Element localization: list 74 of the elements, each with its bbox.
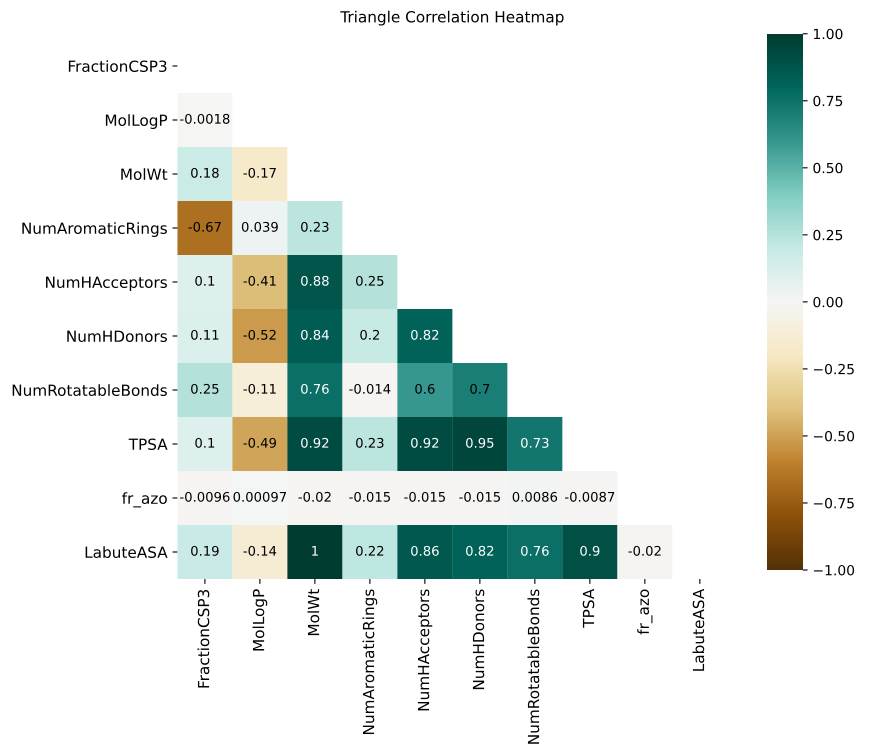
data-label: 0.9	[580, 546, 600, 556]
data-label: 0.25	[356, 276, 384, 286]
data-label: 0.11	[191, 330, 218, 340]
data-label: 0.18	[191, 168, 219, 178]
x-tick-label: MolLogP	[252, 589, 268, 650]
data-label: 0.92	[411, 438, 438, 448]
color-bar-label: 0.50	[813, 162, 842, 174]
y-tick-label: NumAromaticRings	[22, 222, 167, 237]
data-label: 0.23	[356, 438, 384, 448]
data-label: -0.014	[349, 384, 390, 394]
data-label: -0.14	[243, 546, 276, 556]
data-label: -0.02	[628, 546, 661, 556]
color-bar-label: 0.75	[813, 96, 842, 106]
y-tick-label: FractionCSP3	[68, 60, 166, 72]
data-label: 0.0086	[512, 492, 558, 502]
data-label: -0.015	[459, 492, 500, 502]
data-label: -0.0096	[180, 492, 230, 502]
data-label: 0.76	[521, 546, 549, 556]
data-label: 0.95	[466, 438, 494, 448]
data-label: 0.76	[301, 384, 329, 394]
color-bar-label: 0.00	[813, 296, 842, 308]
x-tick-label: NumRotatableBonds	[527, 589, 540, 744]
data-label: -0.49	[243, 438, 276, 448]
data-label: 0.88	[301, 276, 329, 286]
data-label: 0.86	[411, 546, 439, 556]
color-bar-label: 1.00	[814, 28, 842, 40]
x-tick-label: NumHAcceptors	[418, 589, 432, 710]
color-bar-label: 0.25	[813, 230, 842, 240]
x-tick-label: LabuteASA	[692, 588, 704, 671]
data-label: 0.84	[301, 330, 329, 340]
x-tick-label: NumHDonors	[472, 589, 484, 690]
data-label: 0.2	[360, 330, 380, 340]
data-label: 0.039	[242, 222, 278, 232]
data-label: 0.22	[356, 546, 384, 556]
data-label: 0.6	[415, 384, 435, 394]
data-label: -0.0018	[180, 114, 230, 124]
color-bar-label: −0.50	[814, 430, 854, 442]
data-label: -0.015	[404, 492, 445, 502]
data-label: -0.41	[243, 276, 276, 286]
data-label: 0.1	[195, 438, 214, 448]
data-label: -0.52	[243, 330, 276, 340]
data-label: 0.25	[191, 384, 218, 394]
data-label: 1	[312, 546, 318, 556]
y-tick-label: TPSA	[128, 438, 168, 450]
data-label: -0.17	[243, 168, 276, 178]
y-tick-label: LabuteASA	[86, 546, 168, 558]
data-label: -0.11	[243, 384, 276, 394]
data-label: 0.7	[470, 384, 490, 394]
y-tick-label: fr_azo	[122, 492, 167, 508]
data-label: -0.67	[188, 222, 221, 232]
data-label: 0.19	[191, 546, 219, 556]
y-tick-label: NumRotatableBonds	[12, 384, 167, 396]
data-label: 0.92	[301, 438, 328, 448]
chart-title: Triangle Correlation Heatmap	[340, 10, 564, 26]
y-tick-label: NumHDonors	[67, 330, 167, 342]
data-label: 0.1	[195, 276, 214, 286]
y-tick-label: MolLogP	[106, 114, 168, 129]
x-tick-label: fr_azo	[637, 590, 652, 634]
data-label: 0.82	[411, 330, 438, 340]
data-label: 0.73	[521, 438, 548, 448]
y-tick-label: MolWt	[121, 168, 168, 180]
data-label: -0.015	[349, 492, 390, 502]
color-bar-label: −0.25	[814, 364, 854, 374]
x-tick-label: TPSA	[582, 588, 594, 628]
data-label: -0.02	[298, 492, 331, 502]
x-tick-label: NumAromaticRings	[362, 589, 378, 734]
x-tick-label: MolWt	[307, 589, 320, 636]
data-label: -0.0087	[565, 492, 614, 502]
color-bar-label: −0.75	[814, 498, 854, 508]
y-tick-label: NumHAcceptors	[46, 276, 167, 291]
color-bar-label: −1.00	[814, 564, 854, 576]
data-label: 0.82	[466, 546, 494, 556]
data-label: 0.00097	[233, 492, 286, 502]
data-label: 0.23	[301, 222, 329, 232]
